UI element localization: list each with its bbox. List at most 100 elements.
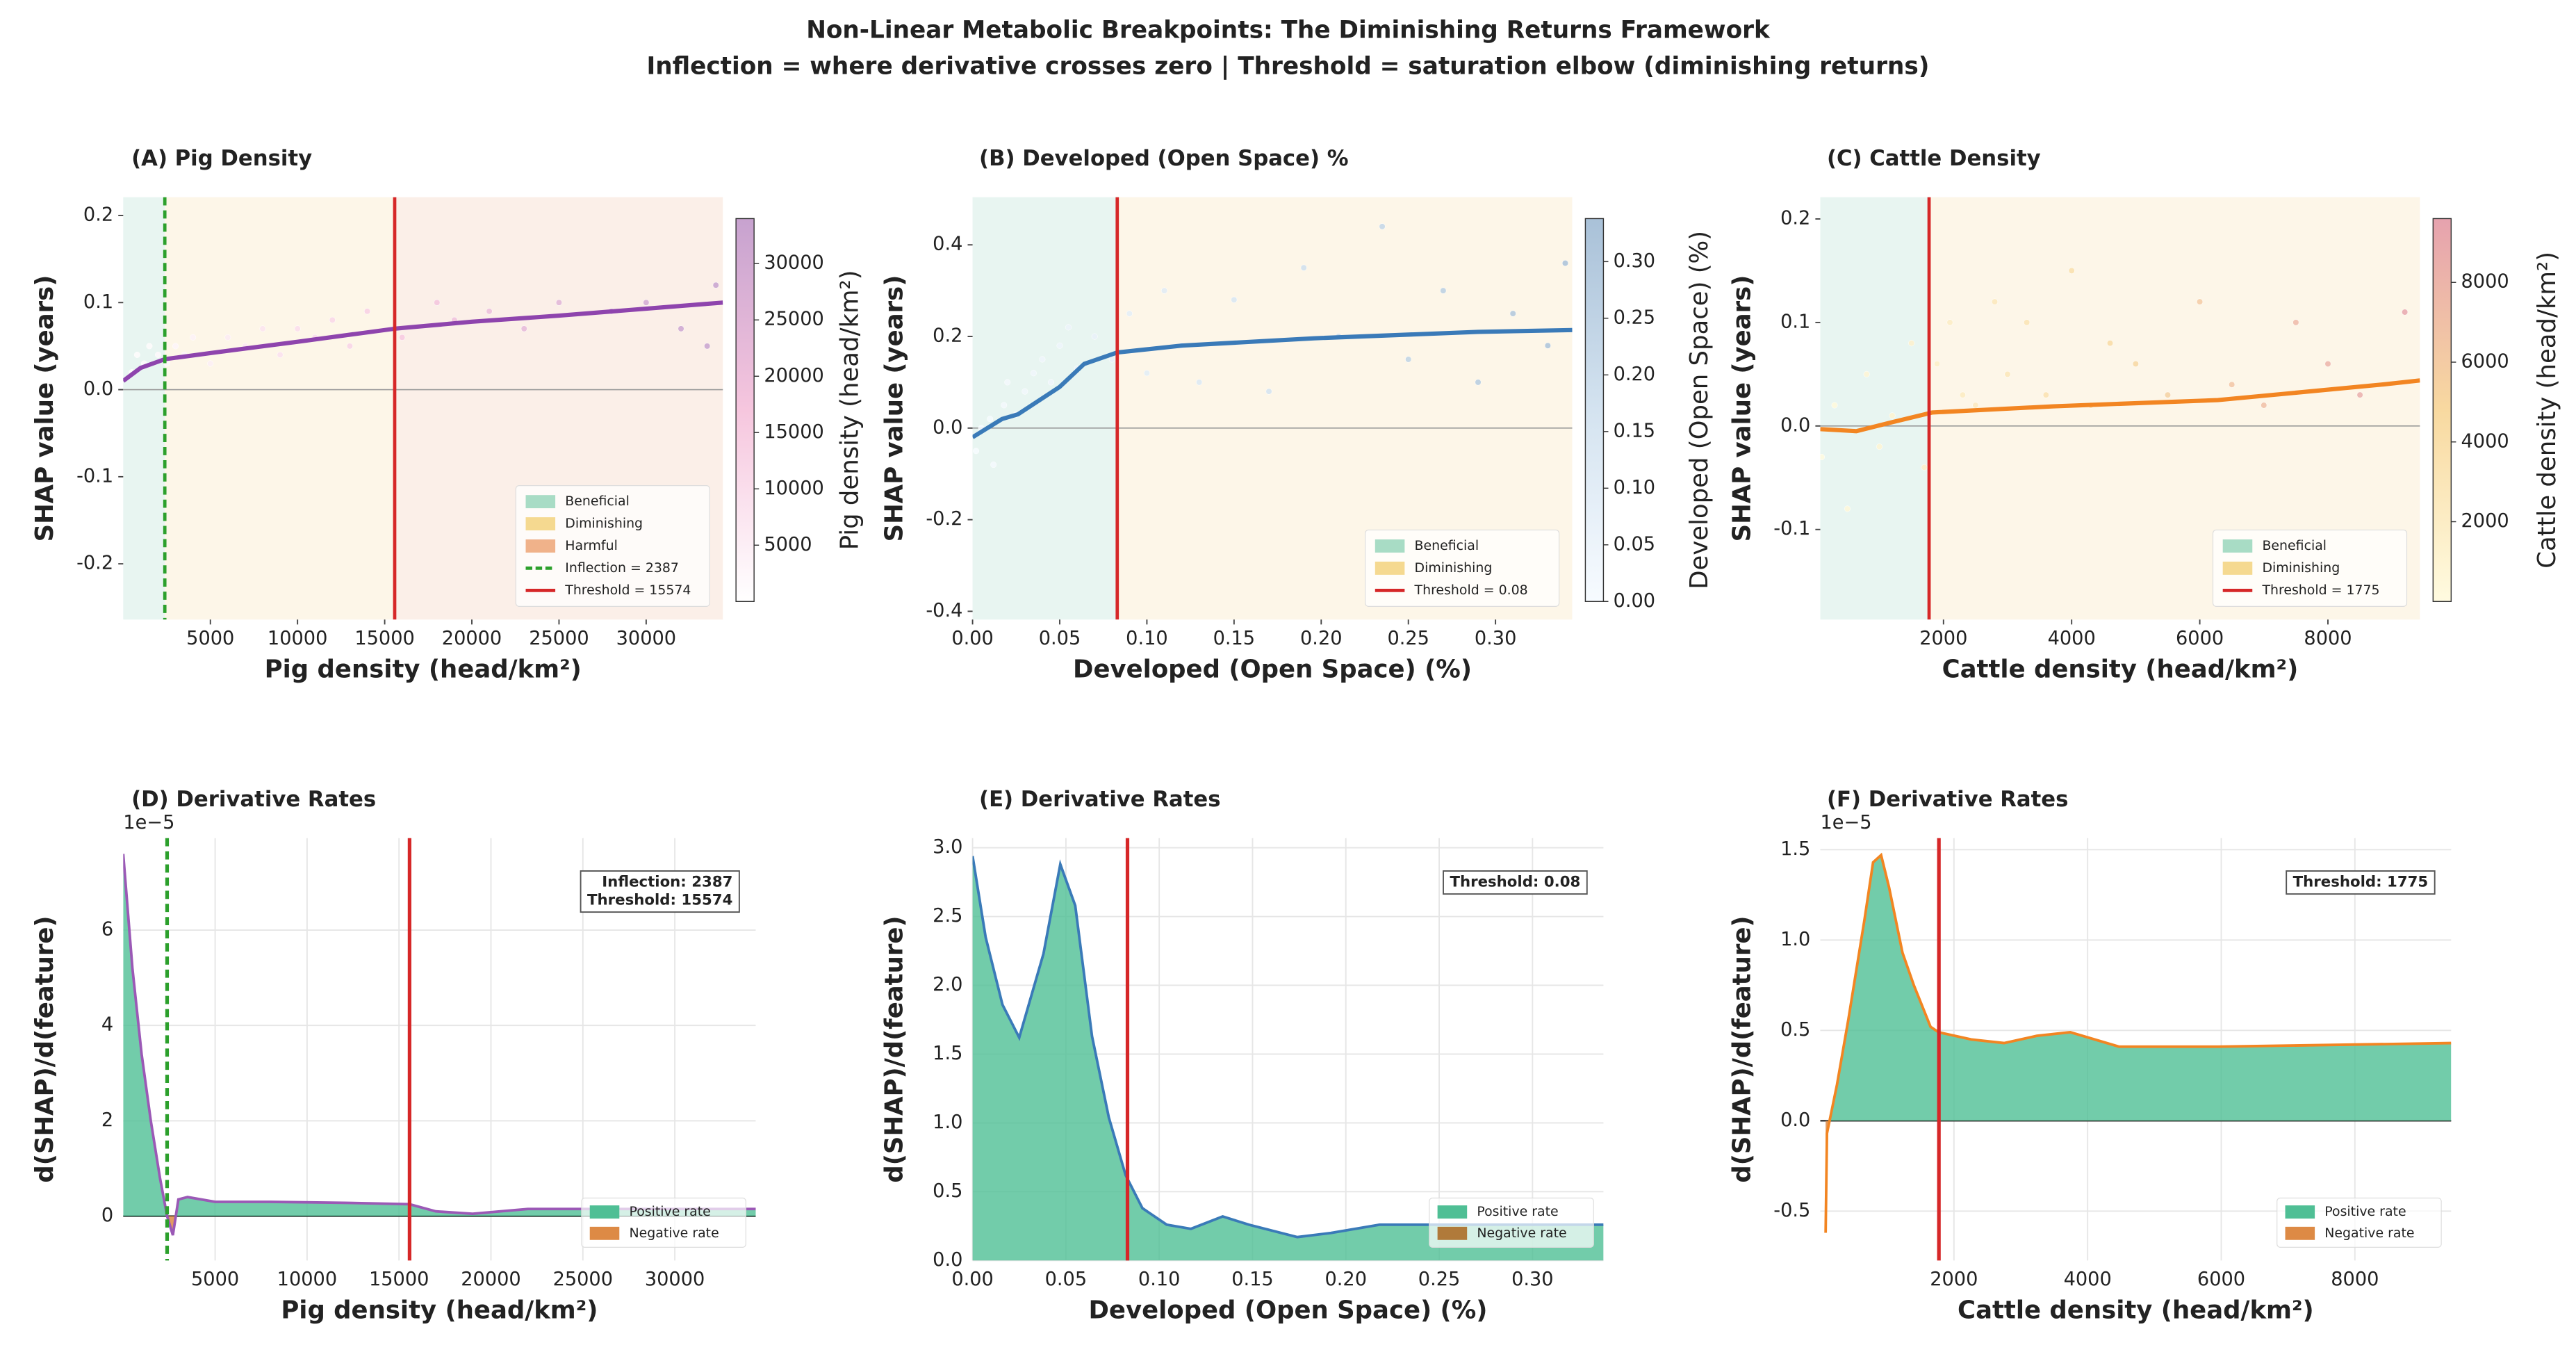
x-tick-label: 0.20 [1300, 628, 1343, 649]
scatter-point [987, 416, 994, 423]
positive-area [1826, 855, 2452, 1121]
scatter-point [2292, 319, 2299, 326]
scatter-point [1379, 223, 1386, 230]
panel-title: (E) Derivative Rates [979, 787, 1220, 812]
legend-label: Diminishing [1415, 560, 1493, 576]
scatter-point [1030, 370, 1037, 377]
scatter-point [2197, 298, 2204, 305]
y-tick-label: 0.0 [933, 1249, 962, 1271]
x-tick-label: 2000 [1919, 628, 1967, 649]
legend-label: Negative rate [629, 1225, 719, 1241]
y-tick-label: 0.0 [933, 416, 962, 438]
scatter-point [1561, 260, 1568, 267]
x-tick-label: 2000 [1930, 1269, 1978, 1290]
x-tick-label: 0.15 [1213, 628, 1256, 649]
scatter-point [1039, 356, 1046, 363]
y-tick-label: 6 [101, 919, 113, 940]
scatter-point [1265, 388, 1272, 395]
scatter-point [555, 299, 562, 306]
zone-region [165, 197, 395, 620]
scatter-point [1108, 356, 1115, 363]
legend-swatch [525, 539, 556, 553]
legend-label: Threshold = 0.08 [1414, 583, 1528, 598]
colorbar-tick-label: 2000 [2461, 510, 2509, 532]
colorbar-tick-label: 25000 [764, 309, 823, 330]
legend-box [1429, 1197, 1594, 1248]
panel-title: (C) Cattle Density [1827, 146, 2041, 171]
y-tick-label: 0.0 [1780, 414, 1810, 436]
legend-label: Diminishing [2262, 560, 2340, 576]
x-axis-label: Cattle density (head/km²) [1942, 655, 2299, 684]
x-tick-label: 0.30 [1475, 628, 1517, 649]
x-tick-label: 6000 [2176, 628, 2224, 649]
scatter-point [712, 282, 719, 288]
scatter-point [207, 360, 214, 367]
panel: (B) Developed (Open Space) % 0.00 0.05 0.10… [880, 146, 1713, 684]
x-tick-label: 0.15 [1231, 1269, 1274, 1290]
legend-label: Positive rate [2324, 1204, 2406, 1219]
scatter-point [364, 308, 370, 315]
zone-region [972, 197, 1117, 620]
scatter-point [1820, 453, 1826, 460]
colorbar [735, 218, 755, 602]
annotation-text: Inflection: 2387 [602, 874, 732, 891]
colorbar-tick-label: 20000 [764, 365, 823, 386]
y-tick-label: 0.0 [83, 378, 113, 400]
scatter-point [1921, 464, 1928, 471]
x-tick-label: 0.05 [1045, 1269, 1088, 1290]
scatter-point [1004, 379, 1011, 386]
colorbar-tick-label: 6000 [2461, 351, 2509, 373]
panel: (C) Cattle Density 2000 4000 6000 8000 -0.1 0.… [1728, 146, 2561, 684]
legend-swatch [589, 1205, 620, 1219]
y-tick-label: 1.0 [933, 1111, 962, 1133]
colorbar-tick-label: 0.30 [1614, 250, 1656, 272]
x-tick-label: 30000 [645, 1269, 705, 1290]
colorbar-tick-label: 0.25 [1614, 307, 1656, 328]
x-axis-label: Cattle density (head/km²) [1958, 1296, 2314, 1325]
x-tick-label: 5000 [191, 1269, 239, 1290]
scatter-point [520, 325, 527, 332]
x-axis-label: Developed (Open Space) (%) [1088, 1296, 1487, 1325]
legend-swatch [2285, 1226, 2315, 1240]
scatter-point [2107, 340, 2114, 347]
panel: (A) Pig Density 5000 10000 15000 20000 25000 3… [31, 146, 864, 684]
x-tick-label: 15000 [354, 628, 414, 649]
y-tick-label: 1.5 [933, 1043, 962, 1064]
x-tick-label: 0.25 [1387, 628, 1429, 649]
x-tick-label: 8000 [2304, 628, 2352, 649]
y-tick-label: 0 [101, 1205, 113, 1226]
y-axis-label: d(SHAP)/d(feature) [880, 915, 908, 1182]
scatter-point [154, 351, 161, 358]
y-tick-label: -0.2 [76, 553, 113, 574]
scatter-point [1126, 310, 1133, 317]
y-tick-label: 1.5 [1780, 838, 1810, 860]
scatter-point [1876, 443, 1883, 450]
scatter-point [277, 351, 284, 358]
y-tick-label: 2.5 [933, 905, 962, 927]
scatter-point [2356, 391, 2363, 398]
x-tick-label: 6000 [2197, 1269, 2245, 1290]
x-tick-label: 10000 [277, 1269, 337, 1290]
scatter-point [2024, 319, 2031, 326]
figure-subtitle: Inflection = where derivative crosses ze… [647, 52, 1930, 80]
legend-swatch [525, 495, 556, 509]
scatter-point [259, 325, 266, 332]
scatter-point [2132, 360, 2139, 367]
annotation-box [2286, 870, 2436, 895]
legend-box [2212, 529, 2408, 607]
x-tick-label: 25000 [529, 628, 589, 649]
scatter-point [643, 299, 650, 306]
x-tick-label: 0.10 [1126, 628, 1168, 649]
panel: (F) Derivative Rates 2000 4000 6000 8000 -0.5… [1728, 787, 2452, 1325]
scatter-point [1143, 370, 1150, 377]
derivative-line [123, 854, 756, 1236]
scatter-point [1972, 402, 1979, 409]
y-tick-label: 4 [101, 1014, 113, 1036]
annotation-text: Threshold: 1775 [2293, 874, 2429, 891]
y-tick-label: 0.2 [83, 204, 113, 226]
legend-swatch [525, 517, 556, 531]
colorbar-tick-label: 30000 [764, 252, 823, 274]
derivative-line [972, 856, 1604, 1239]
scatter-point [1475, 379, 1482, 386]
